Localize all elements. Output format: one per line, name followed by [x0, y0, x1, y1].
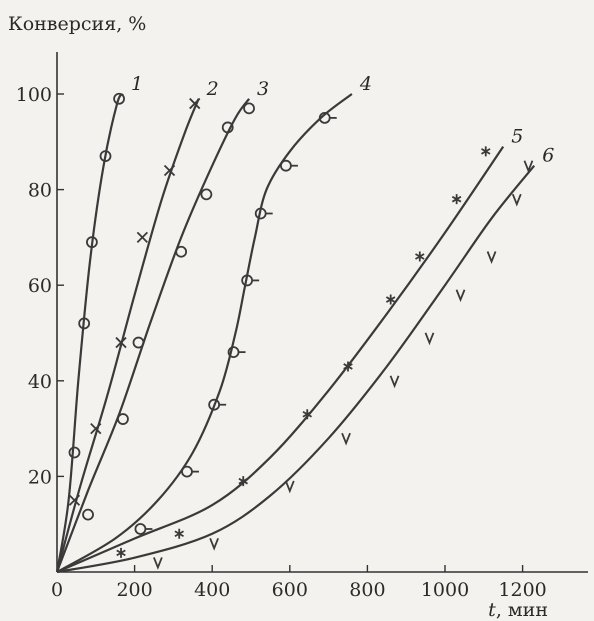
y-tick-label: 20	[28, 466, 52, 488]
series-1-point	[86, 236, 98, 249]
series-5-point	[174, 528, 184, 539]
series-1-point	[78, 317, 91, 330]
x-tick-label: 0	[51, 579, 63, 601]
series-1-point	[113, 92, 125, 105]
x-tick-label: 1200	[498, 579, 546, 601]
series-5: 5	[56, 126, 523, 574]
series-3-point	[243, 102, 255, 115]
series-5-point	[451, 194, 462, 205]
series-3-point	[221, 121, 234, 134]
series-5-point	[302, 409, 313, 420]
series-2-point	[115, 336, 127, 349]
series-6-line	[56, 165, 536, 574]
series-5-point	[116, 547, 126, 558]
series-3-line	[55, 98, 250, 573]
series-4-point	[280, 159, 292, 172]
series-5-point	[238, 476, 248, 487]
series-4-line	[56, 93, 353, 573]
series-5-label: 5	[511, 126, 523, 148]
series-2-point	[163, 164, 176, 177]
x-axis-title: t, мин	[488, 599, 548, 621]
series-4-point	[181, 465, 193, 478]
series-1-line	[55, 93, 124, 573]
series-2-point	[189, 97, 201, 110]
series-6-point	[424, 332, 435, 346]
series-3: 3	[55, 78, 269, 573]
series-2-label: 2	[206, 78, 219, 100]
series-2-point	[68, 494, 81, 506]
series-1-label: 1	[131, 73, 143, 95]
x-tick-label: 400	[194, 579, 230, 601]
y-tick-label: 40	[28, 371, 52, 393]
x-tick-label: 200	[116, 579, 152, 601]
series-4: 4	[56, 73, 372, 573]
series-6-point	[284, 480, 295, 494]
series-1: 1	[55, 73, 143, 573]
series-3-point	[132, 336, 145, 349]
series-2-point	[90, 422, 102, 435]
series-5-point	[415, 251, 425, 262]
series-6-point	[389, 375, 400, 389]
series-6-point	[209, 537, 219, 551]
series-3-point	[200, 188, 213, 201]
series-6-point	[486, 251, 497, 264]
series-3-label: 3	[257, 78, 269, 100]
series-6: 6	[56, 145, 554, 574]
series-4-label: 4	[359, 73, 372, 95]
series-6-label: 6	[542, 145, 554, 167]
series-4-point	[134, 523, 147, 535]
series-3-point	[117, 413, 129, 425]
series-3-point	[175, 245, 188, 258]
plot-area: 1 2 3 4 56	[55, 73, 554, 574]
series-6-point	[523, 160, 534, 174]
axis-ticks: 0 200 400 600 800 1000 1200 20 40 60 80 100	[16, 84, 547, 601]
series-1-point	[68, 446, 81, 459]
series-5-point	[480, 146, 491, 157]
series-2-point	[136, 231, 148, 244]
series-6-point	[455, 289, 466, 303]
series-2: 2	[55, 78, 219, 573]
series-6-point	[511, 193, 522, 207]
y-tick-label: 100	[16, 84, 52, 106]
y-tick-label: 80	[28, 180, 52, 202]
series-1-point	[99, 150, 112, 163]
series-5-point	[343, 361, 353, 372]
x-tick-label: 800	[349, 579, 385, 601]
series-5-point	[385, 294, 396, 305]
x-tick-label: 600	[272, 579, 308, 601]
series-2-line	[55, 98, 200, 573]
y-tick-label: 60	[28, 275, 52, 297]
series-3-point	[82, 508, 94, 521]
series-6-point	[153, 557, 163, 570]
y-axis-title: Конверсия, %	[8, 13, 146, 35]
x-tick-label: 1000	[421, 579, 469, 601]
series-5-line	[56, 145, 505, 574]
series-6-point	[341, 432, 351, 446]
